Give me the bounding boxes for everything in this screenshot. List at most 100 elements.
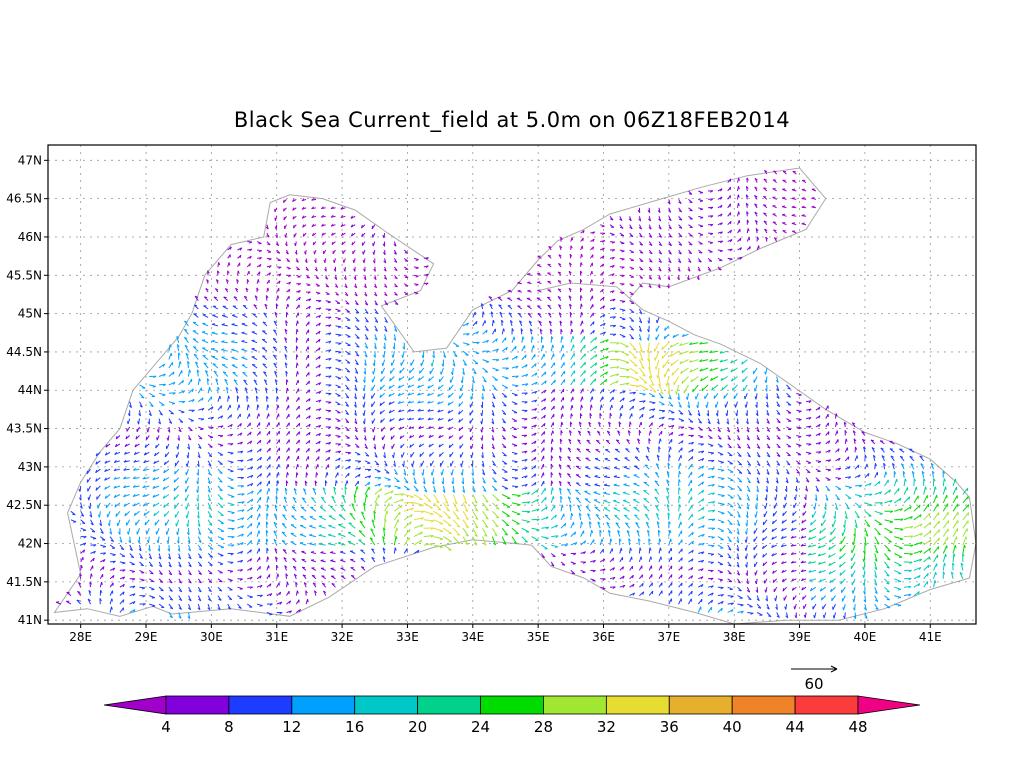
- current-arrowhead: [776, 396, 780, 399]
- current-arrow: [185, 485, 189, 493]
- current-arrowhead: [265, 521, 269, 525]
- current-arrowhead: [784, 488, 788, 492]
- current-arrow: [178, 612, 182, 619]
- current-arrow: [282, 514, 287, 521]
- current-arrowhead: [747, 446, 751, 449]
- current-arrow: [153, 510, 160, 517]
- current-arrowhead: [681, 440, 684, 444]
- current-arrow: [913, 558, 922, 563]
- current-arrow: [593, 491, 601, 495]
- current-arrowhead: [667, 462, 671, 466]
- current-arrowhead: [427, 385, 430, 389]
- current-arrowhead: [480, 421, 483, 425]
- current-arrow: [309, 534, 317, 538]
- current-arrow: [818, 544, 826, 549]
- current-arrow: [874, 491, 882, 495]
- current-arrowhead: [513, 445, 518, 447]
- current-arrowhead: [865, 533, 869, 537]
- current-arrowhead: [864, 607, 867, 611]
- current-arrowhead: [379, 386, 382, 390]
- current-arrowhead: [170, 353, 173, 357]
- current-arrowhead: [536, 489, 539, 493]
- current-arrowhead: [636, 530, 640, 533]
- current-arrow: [560, 513, 565, 521]
- current-arrowhead: [602, 388, 605, 392]
- current-arrowhead: [229, 580, 233, 582]
- current-arrowhead: [219, 489, 223, 492]
- current-arrowhead: [829, 579, 832, 584]
- current-arrow: [281, 531, 287, 537]
- current-arrowhead: [828, 554, 831, 558]
- current-arrowhead: [56, 601, 60, 603]
- current-arrowhead: [747, 480, 751, 484]
- current-arrowhead: [754, 580, 757, 585]
- current-arrowhead: [207, 481, 211, 485]
- current-arrowhead: [218, 589, 223, 592]
- current-arrow: [962, 528, 968, 537]
- current-arrowhead: [308, 389, 311, 393]
- current-arrowhead: [328, 442, 332, 445]
- current-arrow: [717, 536, 724, 541]
- current-arrowhead: [711, 483, 715, 487]
- current-arrow: [613, 507, 621, 512]
- current-arrow: [531, 536, 539, 541]
- current-arrow: [384, 496, 392, 504]
- current-arrowhead: [606, 521, 610, 525]
- current-arrowhead: [670, 446, 672, 450]
- current-arrowhead: [679, 504, 682, 508]
- current-arrow: [417, 392, 424, 396]
- current-arrowhead: [681, 557, 683, 561]
- current-arrowhead: [240, 477, 244, 480]
- current-arrowhead: [459, 388, 462, 392]
- current-arrowhead: [700, 443, 704, 446]
- current-arrow: [393, 527, 398, 537]
- current-arrow: [654, 496, 660, 504]
- current-arrowhead: [78, 488, 81, 492]
- current-arrowhead: [227, 607, 231, 610]
- current-arrowhead: [185, 463, 188, 467]
- current-arrowhead: [649, 547, 652, 551]
- current-arrowhead: [848, 487, 852, 489]
- current-arrowhead: [354, 388, 358, 392]
- current-arrow: [413, 502, 424, 506]
- current-arrowhead: [534, 390, 538, 394]
- current-arrowhead: [645, 521, 649, 525]
- current-arrow: [737, 519, 741, 527]
- current-arrow: [246, 531, 252, 537]
- current-arrowhead: [308, 380, 310, 385]
- current-arrow: [207, 494, 211, 502]
- current-arrowhead: [744, 539, 747, 543]
- current-arrow: [197, 387, 202, 394]
- current-arrowhead: [427, 417, 431, 421]
- current-arrow: [707, 501, 715, 504]
- current-arrowhead: [210, 427, 214, 430]
- current-arrowhead: [701, 481, 704, 485]
- current-arrowhead: [552, 430, 554, 434]
- current-arrowhead: [382, 547, 386, 551]
- current-arrowhead: [758, 606, 762, 609]
- current-arrowhead: [465, 526, 469, 529]
- current-arrowhead: [371, 519, 375, 523]
- current-arrowhead: [818, 432, 821, 436]
- current-arrowhead: [159, 572, 163, 575]
- current-arrowhead: [112, 554, 116, 557]
- current-arrowhead: [408, 426, 412, 430]
- current-arrowhead: [437, 386, 440, 390]
- current-arrow: [569, 504, 572, 512]
- current-arrow: [462, 527, 469, 537]
- current-arrow: [864, 502, 873, 506]
- current-arrowhead: [437, 417, 441, 421]
- current-arrow: [589, 539, 595, 546]
- current-arrow: [531, 489, 539, 495]
- current-arrow: [460, 384, 464, 392]
- current-arrow: [531, 508, 540, 512]
- current-arrowhead: [230, 461, 234, 464]
- current-arrowhead: [485, 517, 489, 520]
- current-arrowhead: [409, 521, 412, 525]
- current-arrow: [158, 401, 165, 406]
- current-arrowhead: [814, 498, 818, 502]
- current-arrowhead: [494, 534, 498, 537]
- current-arrowhead: [430, 543, 434, 546]
- current-arrow: [809, 578, 817, 582]
- current-arrowhead: [607, 430, 611, 434]
